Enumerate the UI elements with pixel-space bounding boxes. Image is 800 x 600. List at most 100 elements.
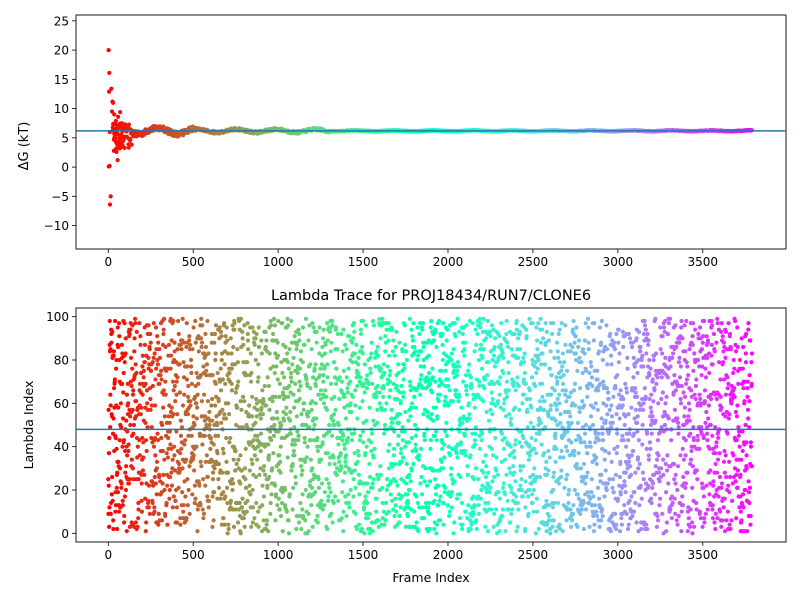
lambda-point bbox=[629, 494, 634, 499]
lambda-point bbox=[296, 433, 301, 438]
lambda-point bbox=[469, 381, 474, 386]
lambda-point bbox=[270, 466, 275, 471]
lambda-point bbox=[150, 383, 156, 389]
lambda-point bbox=[238, 453, 243, 458]
lambda-point bbox=[702, 399, 707, 404]
lambda-point bbox=[349, 409, 354, 415]
lambda-point bbox=[114, 485, 119, 490]
lambda-point bbox=[107, 318, 112, 324]
lambda-point bbox=[721, 360, 726, 365]
lambda-point bbox=[416, 457, 421, 462]
lambda-point bbox=[141, 455, 146, 460]
lambda-point bbox=[393, 344, 398, 350]
lambda-point bbox=[651, 399, 656, 404]
lambda-point bbox=[177, 461, 182, 467]
lambda-point bbox=[256, 375, 261, 380]
lambda-point bbox=[399, 383, 404, 389]
lambda-point bbox=[111, 353, 116, 358]
lambda-point bbox=[702, 388, 708, 393]
lambda-point bbox=[264, 518, 270, 523]
lambda-point bbox=[169, 353, 174, 358]
lambda-point bbox=[340, 349, 345, 354]
lambda-point bbox=[474, 342, 479, 347]
lambda-point bbox=[538, 340, 544, 345]
delta-g-point bbox=[106, 48, 111, 53]
lambda-point bbox=[660, 390, 665, 395]
lambda-point bbox=[470, 321, 475, 326]
lambda-point bbox=[176, 485, 181, 490]
lambda-point bbox=[253, 396, 259, 402]
lambda-point bbox=[265, 483, 270, 488]
lambda-point bbox=[366, 490, 371, 495]
lambda-point bbox=[414, 494, 419, 499]
lambda-point bbox=[333, 325, 339, 330]
lambda-point bbox=[123, 336, 128, 341]
lambda-point bbox=[168, 442, 173, 447]
lambda-point bbox=[677, 340, 682, 345]
lambda-point bbox=[436, 503, 441, 508]
lambda-point bbox=[312, 366, 317, 371]
lambda-point bbox=[716, 435, 721, 441]
lambda-point bbox=[395, 483, 400, 488]
lambda-point bbox=[605, 481, 610, 486]
lambda-point bbox=[200, 323, 205, 328]
lambda-point bbox=[230, 487, 235, 493]
lambda-point bbox=[271, 416, 276, 421]
delta-g-y-tick-label: 25 bbox=[54, 14, 69, 28]
lambda-point bbox=[719, 485, 724, 490]
lambda-point bbox=[614, 451, 619, 456]
lambda-point bbox=[174, 520, 180, 525]
lambda-point bbox=[350, 340, 355, 345]
lambda-point bbox=[111, 349, 116, 354]
lambda-point bbox=[422, 438, 427, 443]
lambda-point bbox=[107, 505, 112, 510]
lambda-point bbox=[565, 472, 570, 477]
lambda-point bbox=[271, 433, 277, 438]
lambda-point bbox=[572, 381, 578, 386]
lambda-point bbox=[212, 466, 217, 471]
lambda-point bbox=[599, 318, 604, 324]
lambda-point bbox=[140, 392, 145, 397]
lambda-point bbox=[400, 438, 405, 443]
lambda-point bbox=[273, 518, 278, 523]
lambda-point bbox=[467, 362, 472, 367]
lambda-point bbox=[354, 526, 360, 532]
lambda-point bbox=[163, 344, 168, 350]
lambda-point bbox=[405, 492, 410, 497]
lambda-point bbox=[180, 316, 185, 321]
lambda-point bbox=[236, 379, 241, 384]
lambda-point bbox=[700, 524, 705, 529]
lambda-point bbox=[109, 340, 114, 345]
lambda-point bbox=[536, 357, 541, 363]
lambda-point bbox=[145, 401, 150, 406]
lambda-point bbox=[432, 526, 437, 532]
lambda-point bbox=[678, 364, 683, 369]
lambda-point bbox=[592, 522, 597, 527]
lambda-point bbox=[613, 472, 619, 477]
lambda-point bbox=[204, 425, 209, 430]
lambda-point bbox=[224, 459, 229, 464]
lambda-point bbox=[172, 453, 177, 458]
lambda-point bbox=[330, 318, 335, 324]
lambda-point bbox=[553, 529, 559, 534]
lambda-point bbox=[213, 403, 218, 408]
lambda-point bbox=[157, 355, 163, 360]
lambda-point bbox=[699, 481, 705, 486]
lambda-point bbox=[464, 392, 470, 397]
lambda-point bbox=[413, 405, 418, 410]
lambda-point bbox=[270, 399, 275, 404]
lambda-point bbox=[436, 318, 442, 324]
lambda-point bbox=[222, 362, 227, 367]
lambda-point bbox=[406, 418, 411, 423]
lambda-point bbox=[408, 414, 413, 419]
lambda-point bbox=[564, 477, 569, 482]
lambda-point bbox=[199, 316, 204, 321]
lambda-point bbox=[432, 338, 437, 343]
lambda-point bbox=[143, 381, 148, 386]
lambda-point bbox=[153, 481, 158, 486]
lambda-point bbox=[672, 407, 677, 412]
lambda-point bbox=[226, 522, 231, 527]
lambda-point bbox=[680, 494, 685, 499]
lambda-point bbox=[181, 360, 186, 365]
lambda-point bbox=[396, 433, 401, 438]
